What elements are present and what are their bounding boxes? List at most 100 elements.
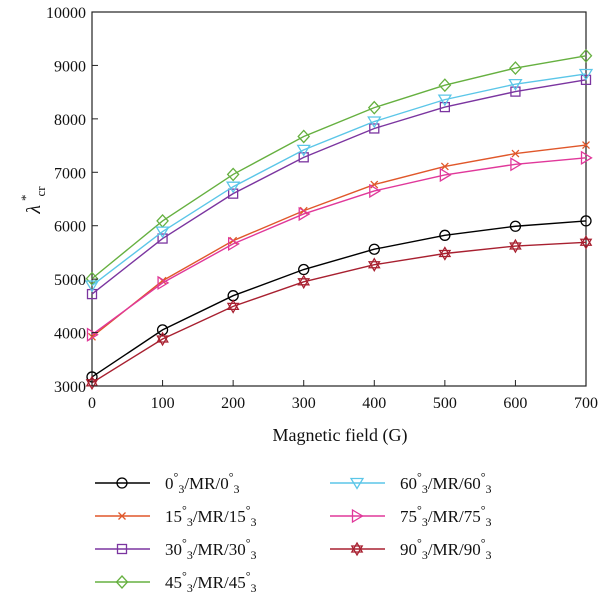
data-point (226, 299, 240, 314)
data-point (510, 157, 523, 172)
series-line (91, 55, 587, 280)
data-point (298, 206, 311, 222)
data-point (582, 141, 590, 149)
data-point (227, 236, 240, 252)
data-point (438, 78, 452, 93)
y-tick-label: 7000 (54, 165, 86, 182)
data-point (367, 100, 381, 115)
legend-item: 90°3/MR/90°3 (330, 536, 492, 562)
legend-label: 60°3/MR/60°3 (400, 470, 492, 496)
data-point (298, 152, 309, 163)
data-point (296, 144, 311, 157)
y-tick-label: 9000 (54, 58, 86, 75)
legend-marker (116, 477, 128, 489)
plot-frame (91, 11, 587, 387)
x-axis-label: Magnetic field (G) (273, 425, 408, 446)
data-point (579, 48, 593, 63)
y-tick-label: 10000 (46, 5, 86, 22)
series-5 (84, 68, 594, 293)
data-point (578, 68, 594, 81)
data-point (157, 233, 168, 244)
data-point (580, 215, 592, 227)
data-point (437, 94, 453, 107)
y-tick-label: 5000 (54, 272, 86, 289)
data-point (155, 226, 170, 239)
x-tick-label: 100 (151, 395, 175, 412)
data-point (580, 150, 593, 166)
series-7 (85, 234, 593, 391)
legend-item: 60°3/MR/60°3 (330, 470, 492, 496)
legend-marker (349, 477, 365, 490)
data-point (156, 331, 169, 347)
data-point (85, 271, 99, 286)
legend-marker (118, 512, 126, 520)
series-3 (86, 74, 592, 300)
y-axis-label-main: λ (23, 205, 45, 215)
data-point (509, 238, 522, 254)
data-point (440, 162, 449, 171)
data-point (510, 86, 521, 97)
legend-label: 15°3/MR/15°3 (165, 503, 257, 529)
legend: 0°3/MR/0°3 15°3/MR/15°3 30°3/MR/30°3 45°3/M… (95, 470, 492, 595)
data-point (84, 280, 100, 293)
legend-label: 90°3/MR/90°3 (400, 536, 492, 562)
legend-label: 0°3/MR/0°3 (165, 470, 240, 496)
legend-item: 0°3/MR/0°3 (95, 470, 240, 496)
data-point (367, 116, 382, 129)
legend-marker (350, 541, 364, 557)
x-tick-label: 400 (362, 395, 386, 412)
series-line (91, 241, 587, 384)
data-point (579, 234, 593, 250)
y-tick-label: 8000 (54, 112, 86, 129)
legend-marker (116, 543, 128, 555)
y-axis-label-sub: cr (33, 186, 48, 197)
legend-label: 30°3/MR/30°3 (165, 536, 257, 562)
y-tick-label: 3000 (54, 379, 86, 396)
svg-text:λ * cr: λ * cr (17, 186, 48, 215)
x-tick-label: 700 (574, 395, 598, 412)
data-point (438, 246, 452, 261)
series-line (91, 157, 587, 336)
data-point (156, 324, 169, 336)
data-point (225, 181, 241, 194)
series-6 (86, 150, 593, 342)
data-point (227, 188, 239, 199)
data-point (439, 101, 451, 113)
legend-item: 75°3/MR/75°3 (330, 503, 492, 529)
data-point (509, 61, 522, 76)
axes: 0 100 200 300 400 500 600 700 3000 4000 5000 6000 70… (46, 5, 598, 412)
series-line (91, 79, 587, 295)
x-tick-label: 200 (221, 395, 245, 412)
data-point (86, 327, 99, 342)
x-tick-label: 300 (292, 395, 316, 412)
series-layer (84, 48, 594, 391)
legend-marker (115, 575, 129, 589)
x-tick-label: 0 (88, 395, 96, 412)
y-axis-label: λ * cr (17, 186, 48, 215)
x-tick-label: 500 (433, 395, 457, 412)
data-point (157, 275, 170, 291)
x-tick-label: 600 (503, 395, 527, 412)
data-point (297, 129, 311, 144)
legend-marker (351, 508, 364, 524)
legend-item: 45°3/MR/45°3 (95, 569, 257, 595)
data-point (368, 243, 380, 255)
legend-label: 45°3/MR/45°3 (165, 569, 257, 595)
legend-item: 30°3/MR/30°3 (95, 536, 257, 562)
data-point (509, 220, 522, 232)
y-axis-label-sup: * (18, 194, 33, 201)
data-point (369, 183, 382, 199)
data-point (439, 167, 452, 183)
data-point (439, 229, 451, 241)
legend-item: 15°3/MR/15°3 (95, 503, 257, 529)
series-line (91, 73, 587, 287)
data-point (508, 78, 523, 91)
y-tick-label: 4000 (54, 326, 86, 343)
series-4 (85, 48, 593, 286)
data-point (369, 123, 380, 134)
y-tick-label: 6000 (54, 219, 86, 236)
series-line (91, 144, 587, 338)
legend-label: 75°3/MR/75°3 (400, 503, 492, 529)
data-point (86, 288, 98, 300)
